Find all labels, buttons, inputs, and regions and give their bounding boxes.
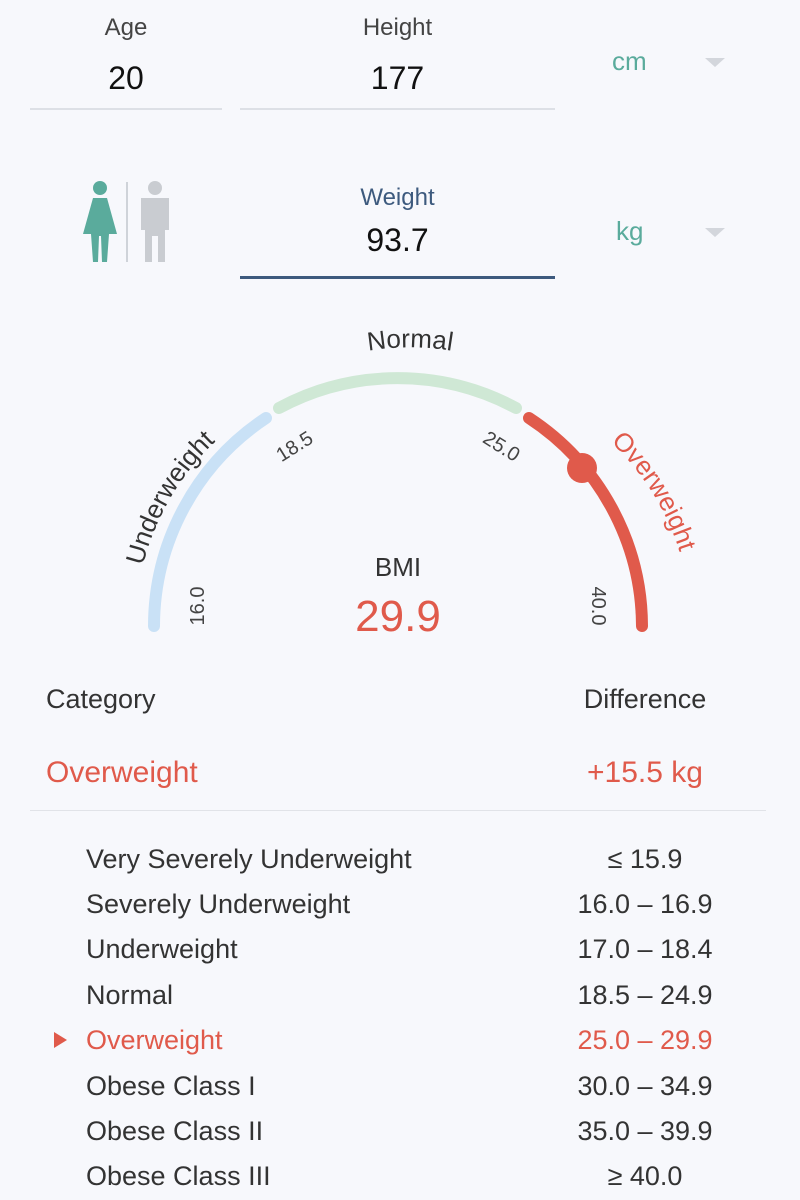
- category-range: 30.0 – 34.9: [577, 1071, 713, 1101]
- difference-header: Difference: [583, 684, 707, 714]
- weight-unit-dropdown[interactable]: kg: [590, 210, 740, 254]
- category-name: Underweight: [86, 934, 238, 964]
- category-name: Very Severely Underweight: [86, 844, 412, 874]
- height-field[interactable]: Height 177: [240, 10, 555, 110]
- height-underline: [240, 108, 555, 110]
- result-difference: +15.5 kg: [587, 756, 703, 789]
- category-header: Category: [46, 684, 156, 714]
- category-range: 18.5 – 24.9: [577, 980, 713, 1010]
- gauge-tick-40: 40.0: [587, 587, 609, 626]
- female-icon[interactable]: [80, 180, 120, 264]
- gender-divider: [126, 182, 128, 262]
- weight-underline: [240, 276, 555, 279]
- age-value[interactable]: 20: [108, 60, 144, 96]
- bmi-value: 29.9: [355, 592, 441, 641]
- gender-selector[interactable]: [80, 180, 180, 264]
- weight-field[interactable]: Weight 93.7: [240, 180, 555, 280]
- weight-value[interactable]: 93.7: [366, 222, 429, 258]
- category-range: 25.0 – 29.9: [577, 1025, 713, 1055]
- gauge-segment-underweight: [148, 412, 272, 632]
- result-divider: [30, 810, 766, 811]
- category-range: 16.0 – 16.9: [577, 889, 713, 919]
- bmi-gauge: Underweight Normal Overweight 16.0 18.5 …: [120, 323, 703, 632]
- category-range: ≤ 15.9: [607, 844, 683, 874]
- list-item: Normal 18.5 – 24.9: [0, 972, 800, 1018]
- category-name: Obese Class I: [86, 1071, 256, 1101]
- list-item: Obese Class I 30.0 – 34.9: [0, 1063, 800, 1109]
- bmi-indicator: [567, 453, 597, 483]
- result-category: Overweight: [46, 756, 198, 789]
- gauge-label-normal: Normal: [365, 323, 455, 357]
- weight-unit-value: kg: [616, 216, 644, 246]
- gauge-tick-16: 16.0: [187, 587, 209, 626]
- gauge-tick-18-5: 18.5: [272, 427, 317, 466]
- age-underline: [30, 108, 222, 110]
- category-name: Severely Underweight: [86, 889, 351, 919]
- category-name: Obese Class II: [86, 1116, 264, 1146]
- bmi-label: BMI: [374, 552, 422, 582]
- male-icon[interactable]: [135, 180, 175, 264]
- chevron-down-icon: [705, 228, 725, 237]
- active-marker-icon: [54, 1032, 67, 1048]
- list-item: Obese Class II 35.0 – 39.9: [0, 1108, 800, 1154]
- height-label: Height: [362, 14, 433, 41]
- height-unit-dropdown[interactable]: cm: [590, 40, 740, 84]
- age-field[interactable]: Age 20: [30, 10, 222, 110]
- category-name: Obese Class III: [86, 1161, 271, 1191]
- list-item: Very Severely Underweight ≤ 15.9: [0, 836, 800, 882]
- gauge-segment-normal: [273, 372, 522, 414]
- category-name: Normal: [86, 980, 174, 1010]
- category-range: 17.0 – 18.4: [577, 934, 713, 964]
- list-item: Underweight 17.0 – 18.4: [0, 926, 800, 972]
- category-name: Overweight: [86, 1025, 223, 1055]
- category-range: 35.0 – 39.9: [577, 1116, 713, 1146]
- height-value[interactable]: 177: [370, 60, 425, 96]
- category-range: ≥ 40.0: [607, 1161, 683, 1191]
- gauge-tick-25: 25.0: [479, 427, 524, 466]
- gauge-segment-overweight: [523, 412, 648, 632]
- list-item: Severely Underweight 16.0 – 16.9: [0, 881, 800, 927]
- list-item: Obese Class III ≥ 40.0: [0, 1153, 800, 1199]
- weight-label: Weight: [360, 184, 435, 211]
- category-list: Very Severely Underweight ≤ 15.9 Severel…: [0, 836, 800, 1200]
- height-unit-value: cm: [612, 46, 647, 76]
- age-label: Age: [104, 14, 148, 41]
- chevron-down-icon: [705, 58, 725, 67]
- list-item: Overweight 25.0 – 29.9: [0, 1017, 800, 1063]
